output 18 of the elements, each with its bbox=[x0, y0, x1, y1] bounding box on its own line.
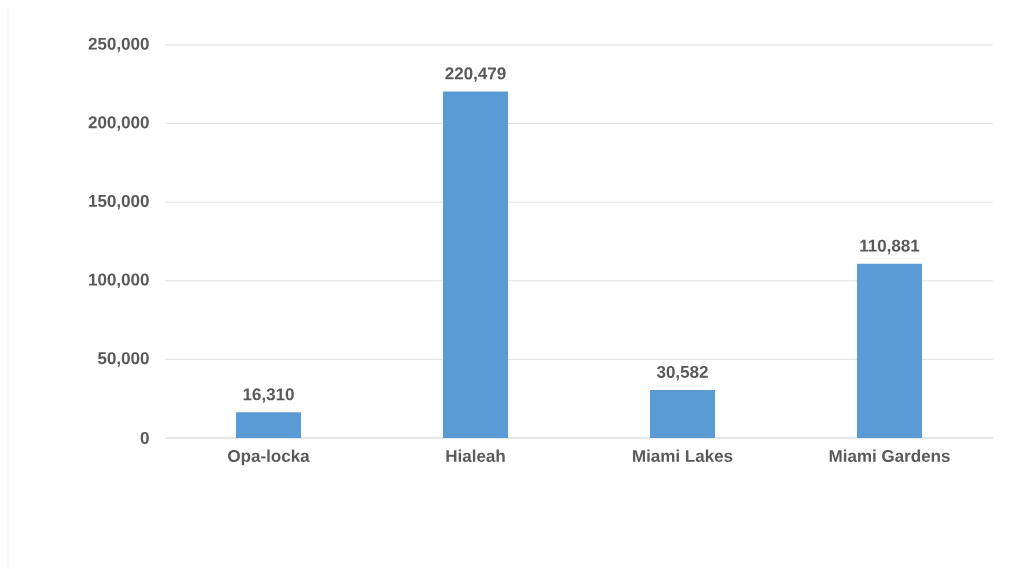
y-tick-label: 150,000 bbox=[89, 194, 149, 210]
y-tick-label: 50,000 bbox=[97, 352, 149, 367]
y-tick-label: 0 bbox=[140, 431, 149, 445]
data-label: 110,881 bbox=[860, 239, 920, 255]
x-tick-label: Miami Lakes bbox=[633, 449, 733, 463]
data-label: 16,310 bbox=[243, 388, 294, 403]
bar bbox=[857, 263, 922, 438]
bar bbox=[650, 389, 715, 438]
x-tick-label: Opa-locka bbox=[228, 449, 310, 466]
x-tick-label: Hialeah bbox=[446, 449, 505, 463]
data-label: 30,582 bbox=[656, 365, 708, 381]
y-tick-label: 250,000 bbox=[88, 37, 149, 53]
x-tick-label: Miami Gardens bbox=[829, 449, 950, 463]
bar bbox=[443, 91, 508, 438]
y-tick-label: 200,000 bbox=[88, 116, 149, 131]
y-tick-label: 100,000 bbox=[89, 273, 149, 289]
bar bbox=[236, 412, 302, 438]
data-label: 220,479 bbox=[445, 67, 506, 82]
